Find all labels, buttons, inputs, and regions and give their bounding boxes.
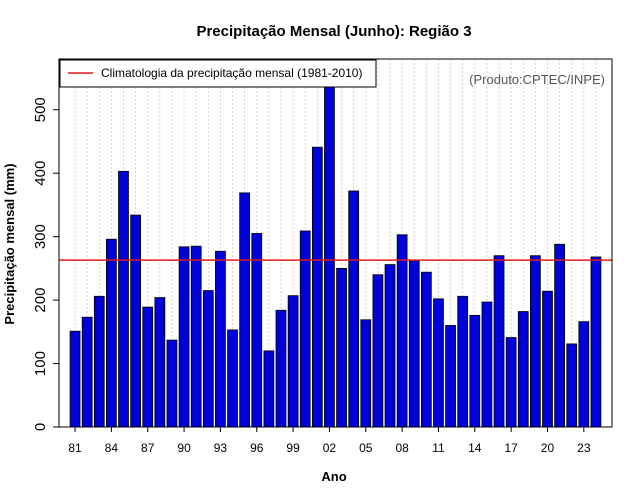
x-tick-label: 99: [286, 441, 300, 455]
bar-09: [408, 260, 420, 428]
bar-93: [215, 250, 226, 428]
bar-90: [178, 246, 190, 428]
bar-08: [396, 234, 408, 428]
bar-18: [517, 311, 529, 428]
x-tick-label: 02: [323, 441, 337, 455]
x-tick-label: 14: [468, 441, 482, 455]
source-credit: (Produto:CPTEC/INPE): [469, 72, 605, 87]
x-tick-label: 08: [395, 441, 409, 455]
bar-series: [69, 82, 602, 428]
bar-23: [578, 321, 590, 428]
bar-06: [372, 274, 384, 428]
bar-12: [445, 325, 456, 428]
x-tick-label: 81: [68, 441, 82, 455]
bar-92: [202, 290, 214, 428]
bar-13: [457, 295, 469, 428]
bar-15: [481, 301, 493, 428]
bar-21: [554, 243, 565, 428]
x-tick-label: 96: [250, 441, 264, 455]
bar-10: [420, 271, 432, 428]
bar-94: [227, 329, 238, 428]
bar-97: [263, 350, 275, 428]
legend-box: [59, 59, 377, 88]
bar-98: [275, 309, 287, 428]
y-tick-label: 0: [32, 423, 49, 431]
bar-04: [348, 190, 360, 428]
bar-89: [166, 339, 178, 428]
x-tick-label: 93: [214, 441, 228, 455]
x-tick-label: 84: [105, 441, 119, 455]
x-axis: 81 84 87 90 93 96 99 02 05 08 11 14 17 20 23: [68, 427, 591, 455]
bar-86: [130, 214, 141, 428]
y-tick-label: 300: [32, 224, 49, 249]
y-tick-label: 200: [32, 288, 49, 313]
bar-95: [239, 192, 251, 428]
bar-02: [324, 82, 335, 428]
bar-05: [360, 319, 372, 428]
y-tick-label: 400: [32, 161, 49, 186]
bar-14: [469, 314, 481, 428]
bar-99: [287, 295, 299, 428]
x-tick-label: 17: [504, 441, 518, 455]
bar-82: [81, 316, 93, 428]
y-tick-label: 500: [32, 97, 49, 122]
bar-07: [384, 264, 396, 428]
y-axis-label: Precipitação mensal (mm): [2, 163, 17, 324]
x-tick-label: 20: [541, 441, 555, 455]
chart-title: Precipitação Mensal (Junho): Região 3: [196, 23, 471, 40]
x-tick-label: 05: [359, 441, 373, 455]
bar-01: [311, 146, 323, 428]
bar-03: [336, 267, 347, 428]
bar-96: [251, 233, 263, 428]
bar-17: [505, 337, 517, 428]
x-tick-label: 11: [432, 441, 445, 455]
vertical-gridlines: [74, 59, 597, 427]
bar-88: [154, 297, 166, 428]
x-tick-label: 90: [177, 441, 191, 455]
plot-frame: [58, 58, 613, 428]
x-tick-label: 23: [577, 441, 591, 455]
bar-83: [93, 295, 105, 428]
bar-91: [190, 245, 202, 428]
legend-label: Climatologia da precipitação mensal (198…: [101, 66, 362, 80]
bar-24: [590, 256, 602, 428]
bar-19: [530, 255, 541, 428]
y-axis: 0 100 200 300 400 500: [32, 97, 59, 431]
bar-81: [69, 330, 81, 428]
bar-22: [566, 343, 578, 428]
x-tick-label: 87: [141, 441, 155, 455]
legend: Climatologia da precipitação mensal (198…: [59, 59, 377, 88]
bar-85: [118, 170, 129, 428]
bar-87: [142, 306, 154, 428]
x-axis-label: Ano: [321, 469, 346, 484]
bar-20: [542, 290, 553, 428]
bar-84: [106, 238, 117, 428]
bar-16: [493, 255, 505, 428]
bar-11: [433, 298, 444, 428]
y-tick-label: 100: [32, 351, 49, 376]
